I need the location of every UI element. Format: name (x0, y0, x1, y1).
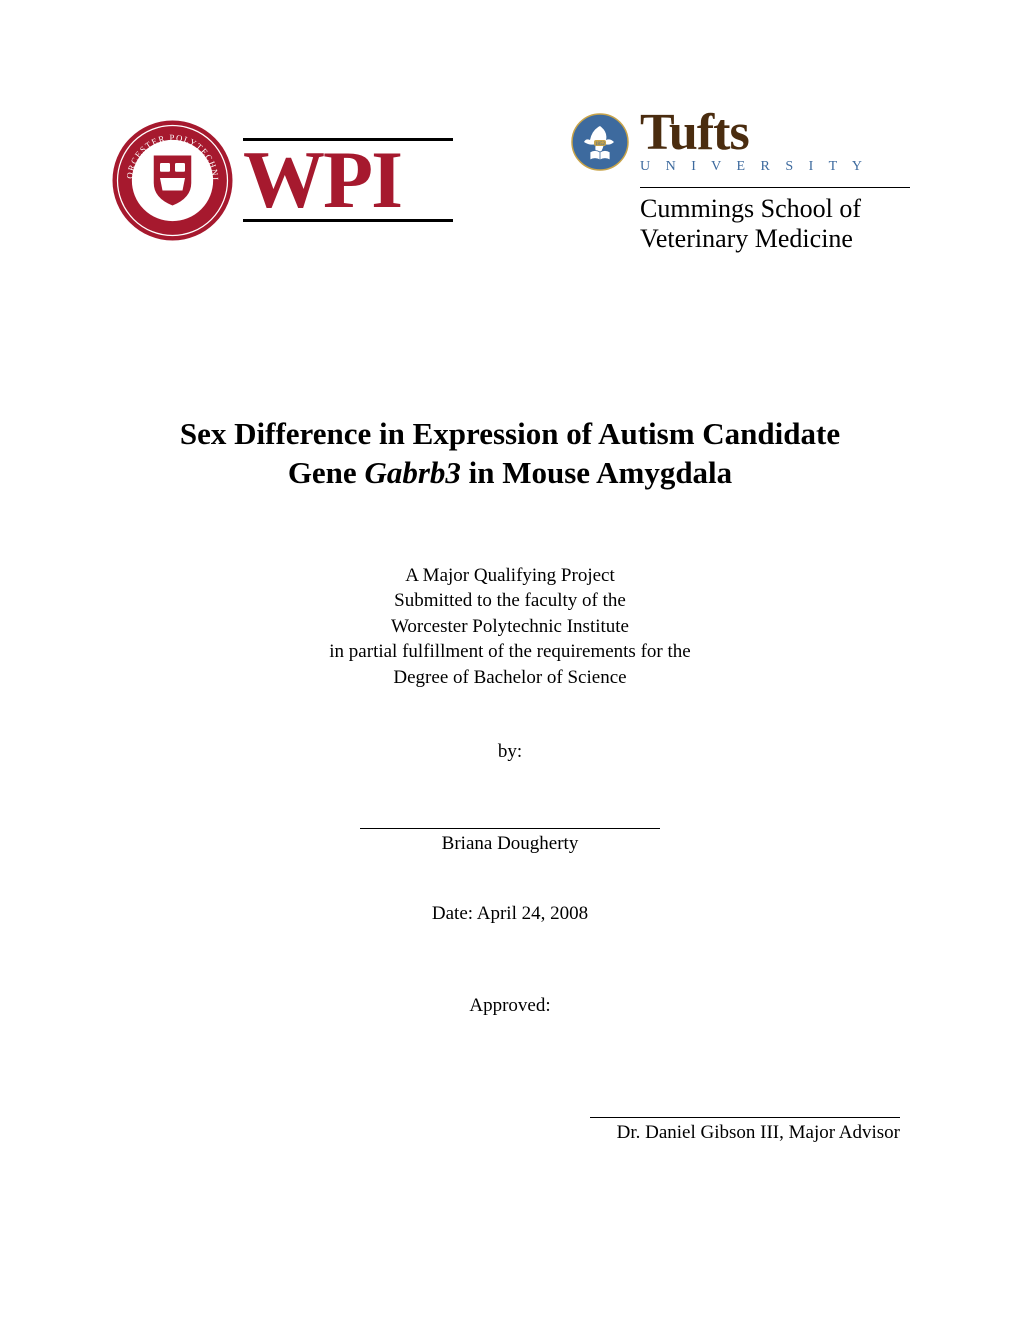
tufts-name: Tufts (640, 110, 868, 157)
tufts-university-label: U N I V E R S I T Y (640, 159, 868, 175)
wpi-letters: WPI (243, 141, 460, 219)
author-name: Briana Dougherty (110, 833, 910, 855)
approved-label: Approved: (110, 995, 910, 1017)
svg-text:1852: 1852 (595, 142, 606, 147)
title-page: WORCESTER POLYTECHNIC INSTITUTE 1865 (0, 0, 1020, 1320)
tufts-name-block: Tufts U N I V E R S I T Y (640, 110, 868, 175)
tufts-school: Cummings School of Veterinary Medicine (640, 187, 910, 254)
wpi-logo: WORCESTER POLYTECHNIC INSTITUTE 1865 (110, 100, 460, 260)
advisor-block: Dr. Daniel Gibson III, Major Advisor (110, 1117, 910, 1144)
title-gene-name: Gabrb3 (364, 455, 460, 490)
subtitle-l4: in partial fulfillment of the requiremen… (110, 639, 910, 665)
document-title: Sex Difference in Expression of Autism C… (110, 415, 910, 493)
advisor-name: Dr. Daniel Gibson III, Major Advisor (110, 1122, 900, 1144)
author-signature-line (360, 828, 660, 829)
date-line: Date: April 24, 2008 (110, 903, 910, 925)
title-line1: Sex Difference in Expression of Autism C… (180, 416, 840, 451)
wpi-wordmark: WPI (243, 138, 460, 222)
title-line2-pre: Gene (288, 455, 365, 490)
subtitle-l2: Submitted to the faculty of the (110, 588, 910, 614)
subtitle-l5: Degree of Bachelor of Science (110, 665, 910, 691)
by-label: by: (110, 741, 910, 763)
tufts-logo: 1852 Tufts U N I V E R S I T Y Cummings … (570, 100, 910, 254)
subtitle-l3: Worcester Polytechnic Institute (110, 614, 910, 640)
tufts-top-row: 1852 Tufts U N I V E R S I T Y (570, 110, 910, 175)
svg-text:1865: 1865 (163, 210, 183, 221)
tufts-school-line1: Cummings School of (640, 194, 861, 223)
title-line2-post: in Mouse Amygdala (461, 455, 732, 490)
tufts-seal-icon: 1852 (570, 112, 630, 172)
subtitle-block: A Major Qualifying Project Submitted to … (110, 563, 910, 691)
advisor-signature-line (590, 1117, 900, 1118)
logo-row: WORCESTER POLYTECHNIC INSTITUTE 1865 (110, 100, 910, 260)
wpi-seal-icon: WORCESTER POLYTECHNIC INSTITUTE 1865 (110, 118, 235, 243)
subtitle-l1: A Major Qualifying Project (110, 563, 910, 589)
tufts-school-line2: Veterinary Medicine (640, 224, 853, 253)
